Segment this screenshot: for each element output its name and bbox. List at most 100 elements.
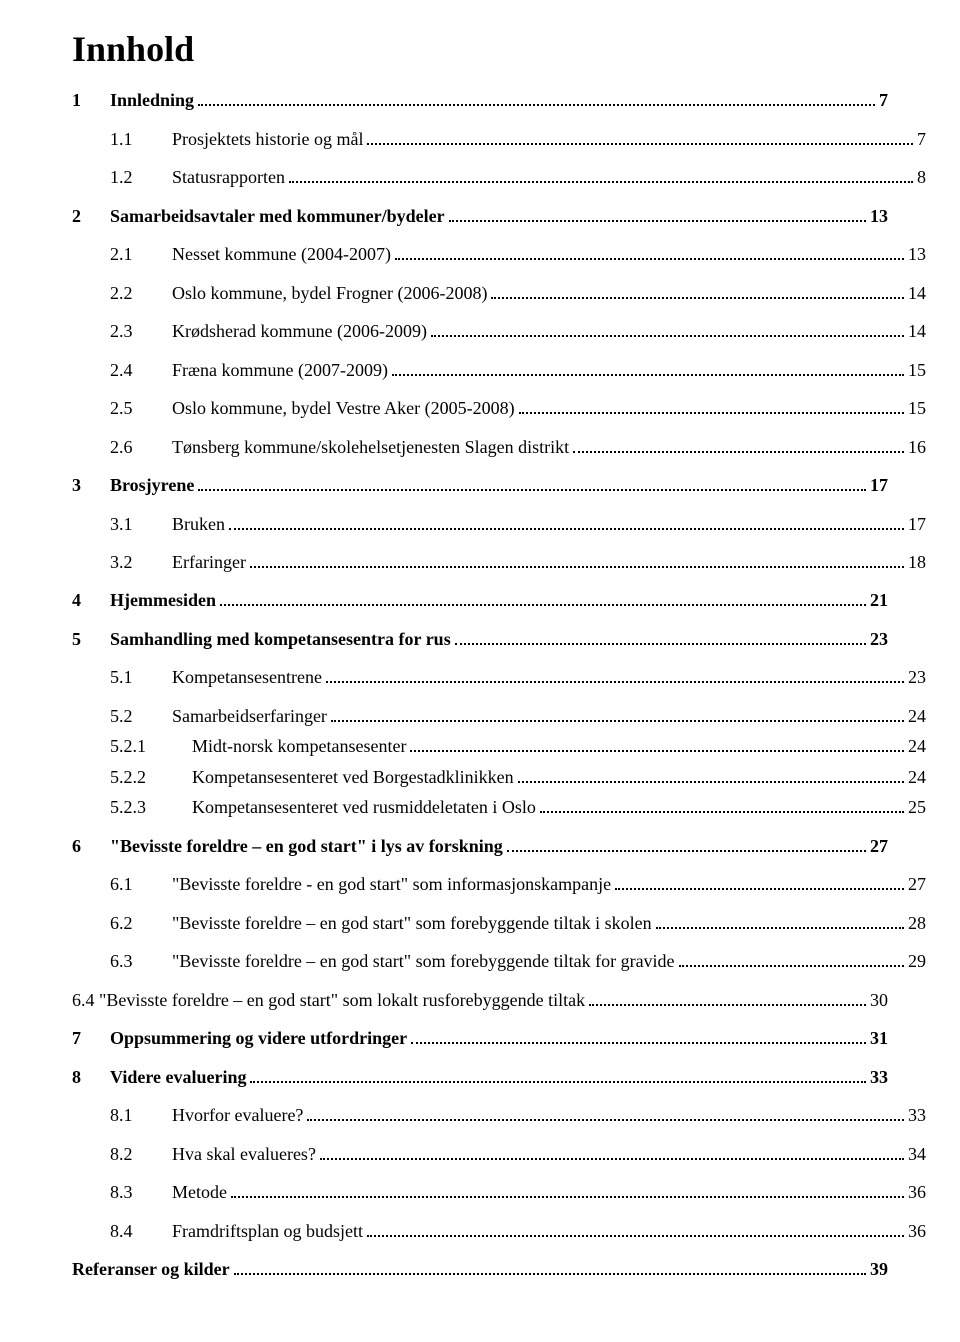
toc-leader-dots	[519, 396, 904, 414]
toc-entry-page: 8	[917, 165, 926, 189]
toc-entry-page: 25	[908, 795, 926, 819]
toc-leader-dots	[540, 795, 904, 813]
toc-entry: 8.2Hva skal evalueres? 34	[110, 1142, 926, 1166]
toc-leader-dots	[229, 511, 904, 529]
toc-entry-number: 5.2.3	[110, 795, 192, 819]
toc-entry-page: 16	[908, 435, 926, 459]
toc-entry-number: 3.1	[110, 512, 172, 536]
toc-leader-dots	[307, 1103, 904, 1121]
toc-leader-dots	[198, 473, 866, 491]
toc-entry-label: Videre evaluering	[110, 1065, 246, 1089]
toc-entry: 4Hjemmesiden 21	[72, 588, 888, 612]
toc-entry-page: 23	[908, 665, 926, 689]
toc-entry-label: Oslo kommune, bydel Frogner (2006-2008)	[172, 281, 487, 305]
toc-entry: 2.2Oslo kommune, bydel Frogner (2006-200…	[110, 280, 926, 304]
toc-entry: 5Samhandling med kompetansesentra for ru…	[72, 627, 888, 651]
toc-leader-dots	[431, 319, 904, 337]
toc-leader-dots	[220, 588, 866, 606]
toc-entry-number: 8	[72, 1065, 110, 1089]
toc-entry-number: 4	[72, 588, 110, 612]
toc-leader-dots	[656, 911, 904, 929]
toc-entry-label: 6.4 "Bevisste foreldre – en god start" s…	[72, 988, 585, 1012]
toc-entry-label: Prosjektets historie og mål	[172, 127, 363, 151]
toc-entry-page: 24	[908, 704, 926, 728]
toc-entry: 2.1Nesset kommune (2004-2007) 13	[110, 242, 926, 266]
toc-entry-number: 1.2	[110, 165, 172, 189]
toc-entry-page: 36	[908, 1180, 926, 1204]
toc-entry-page: 17	[908, 512, 926, 536]
toc-entry-label: Tønsberg kommune/skolehelsetjenesten Sla…	[172, 435, 569, 459]
toc-entry: 8Videre evaluering 33	[72, 1065, 888, 1089]
toc-entry-number: 5	[72, 627, 110, 651]
toc-entry-number: 8.3	[110, 1180, 172, 1204]
toc-entry-page: 24	[908, 734, 926, 758]
toc-entry-label: "Bevisste foreldre – en god start" i lys…	[110, 834, 503, 858]
page-title: Innhold	[72, 28, 888, 70]
toc-entry: 6.2"Bevisste foreldre – en god start" so…	[110, 911, 926, 935]
toc-leader-dots	[615, 872, 904, 890]
toc-entry: 8.4Framdriftsplan og budsjett 36	[110, 1219, 926, 1243]
toc-entry-label: Statusrapporten	[172, 165, 285, 189]
toc-leader-dots	[250, 550, 904, 568]
toc-entry-page: 7	[917, 127, 926, 151]
toc-entry-label: Fræna kommune (2007-2009)	[172, 358, 388, 382]
toc-entry: 2.4Fræna kommune (2007-2009) 15	[110, 357, 926, 381]
toc-leader-dots	[455, 627, 866, 645]
toc-entry-page: 23	[870, 627, 888, 651]
toc-entry-number: 5.2.2	[110, 765, 192, 789]
toc-entry-number: 2.1	[110, 242, 172, 266]
toc-entry-page: 30	[870, 988, 888, 1012]
toc-entry-number: 2	[72, 204, 110, 228]
toc-entry: 8.3Metode 36	[110, 1180, 926, 1204]
toc-entry-number: 6	[72, 834, 110, 858]
toc-list: 1Innledning 71.1Prosjektets historie og …	[72, 88, 888, 1282]
toc-entry-page: 13	[908, 242, 926, 266]
toc-entry-number: 6.1	[110, 872, 172, 896]
toc-entry-label: "Bevisste foreldre - en god start" som i…	[172, 872, 611, 896]
toc-entry-number: 6.2	[110, 911, 172, 935]
toc-entry: 6.1"Bevisste foreldre - en god start" so…	[110, 872, 926, 896]
toc-entry: 5.2.3Kompetansesenteret ved rusmiddeleta…	[110, 795, 926, 819]
toc-leader-dots	[518, 765, 904, 783]
toc-entry-label: Erfaringer	[172, 550, 246, 574]
toc-leader-dots	[320, 1142, 904, 1160]
toc-entry-page: 27	[870, 834, 888, 858]
toc-entry: 2.3Krødsherad kommune (2006-2009) 14	[110, 319, 926, 343]
toc-entry-number: 1.1	[110, 127, 172, 151]
toc-entry: 6"Bevisste foreldre – en god start" i ly…	[72, 834, 888, 858]
toc-entry-label: Bruken	[172, 512, 225, 536]
toc-entry: 5.2Samarbeidserfaringer 24	[110, 704, 926, 728]
toc-entry-page: 24	[908, 765, 926, 789]
toc-leader-dots	[410, 734, 904, 752]
toc-leader-dots	[392, 357, 904, 375]
toc-entry-number: 6.3	[110, 949, 172, 973]
toc-entry-page: 29	[908, 949, 926, 973]
toc-entry-number: 5.2	[110, 704, 172, 728]
toc-entry-number: 2.3	[110, 319, 172, 343]
toc-entry-label: Framdriftsplan og budsjett	[172, 1219, 363, 1243]
toc-entry-number: 2.6	[110, 435, 172, 459]
toc-entry-number: 2.5	[110, 396, 172, 420]
toc-entry: 3.1Bruken 17	[110, 511, 926, 535]
toc-leader-dots	[507, 834, 866, 852]
toc-leader-dots	[326, 665, 904, 683]
toc-entry: 8.1Hvorfor evaluere? 33	[110, 1103, 926, 1127]
toc-entry-number: 1	[72, 88, 110, 112]
toc-leader-dots	[679, 949, 904, 967]
toc-entry: 3.2Erfaringer 18	[110, 550, 926, 574]
toc-page: Innhold 1Innledning 71.1Prosjektets hist…	[0, 0, 960, 1342]
toc-leader-dots	[491, 280, 904, 298]
toc-entry-page: 17	[870, 473, 888, 497]
toc-entry-page: 31	[870, 1026, 888, 1050]
toc-entry-label: Brosjyrene	[110, 473, 194, 497]
toc-entry-number: 2.2	[110, 281, 172, 305]
toc-entry-label: Referanser og kilder	[72, 1257, 230, 1281]
toc-entry-page: 7	[879, 88, 888, 112]
toc-entry-page: 21	[870, 588, 888, 612]
toc-entry-page: 14	[908, 319, 926, 343]
toc-entry-number: 5.2.1	[110, 734, 192, 758]
toc-entry: 5.1Kompetansesentrene 23	[110, 665, 926, 689]
toc-entry-page: 33	[908, 1103, 926, 1127]
toc-entry-number: 2.4	[110, 358, 172, 382]
toc-entry: 6.4 "Bevisste foreldre – en god start" s…	[72, 988, 888, 1012]
